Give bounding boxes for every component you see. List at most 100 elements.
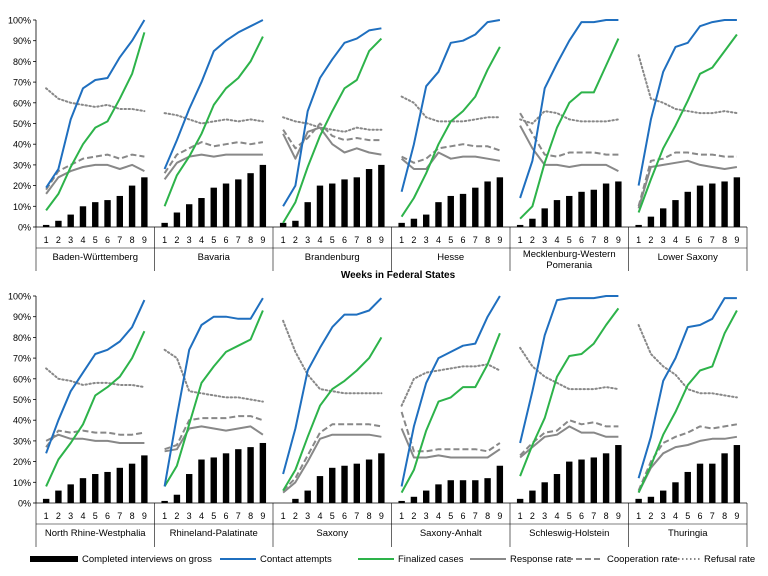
bar-completed-interviews [185,474,193,503]
bar-completed-interviews [79,206,87,227]
bar-completed-interviews [378,453,385,503]
bar-completed-interviews [55,490,62,503]
y-tick-label: 70% [13,354,31,364]
bar-completed-interviews [422,214,430,227]
bar-completed-interviews [529,490,536,503]
week-tick-label: 3 [305,511,310,521]
state-name-label: Thuringia [668,528,708,539]
y-tick-label: 10% [13,202,31,212]
line-finalized-cases [519,38,620,220]
line-contact-attempts [45,299,146,454]
bar-completed-interviews [161,222,168,227]
state-name-label: Rhineland-Palatinate [170,528,258,539]
line-cooperation-rate [519,419,619,457]
y-tick-label: 0% [18,499,31,509]
week-tick-label: 3 [542,511,547,521]
bar-completed-interviews [259,164,267,227]
y-tick-label: 20% [13,457,31,467]
line-refusal-rate [282,319,383,395]
panel-row-1: 0%10%20%30%40%50%60%70%80%90%100%1 2 3 4 5 6 7… [8,16,748,271]
line-cooperation-rate [45,429,145,448]
week-tick-label: 4 [673,511,678,521]
bar-completed-interviews [422,490,430,503]
week-tick-label: 3 [305,235,310,245]
bar-completed-interviews [235,179,242,227]
state-name-line: Mecklenburg-Western [523,249,616,260]
week-tick-label: 3 [542,235,547,245]
bar-completed-interviews [578,459,585,503]
line-contact-attempts [519,295,619,444]
bar-completed-interviews [42,224,50,227]
line-finalized-cases [282,37,383,224]
line-response-rate [400,428,501,459]
week-tick-label: 5 [211,511,216,521]
legend-label: Refusal rate [704,554,755,565]
bar-completed-interviews [235,449,242,503]
bar-completed-interviews [602,183,610,227]
week-tick-label: 9 [497,511,502,521]
bar-completed-interviews [173,494,181,503]
bar-completed-interviews [92,474,99,503]
bar-completed-interviews [484,478,491,503]
week-tick-label: 5 [448,235,453,245]
line-contact-attempts [400,19,501,193]
week-tick-label: 5 [93,235,98,245]
week-tick-label: 8 [485,511,490,521]
bar-completed-interviews [635,224,642,227]
y-tick-label: 30% [13,436,31,446]
state-name-label: Baden-Württemberg [52,252,138,263]
line-refusal-rate [163,112,264,125]
week-tick-label: 6 [461,235,466,245]
week-tick-label: 5 [685,511,690,521]
bar-completed-interviews [141,177,148,227]
line-finalized-cases [282,336,383,492]
bar-completed-interviews [185,204,193,227]
y-tick-label: 50% [13,119,31,129]
bar-completed-interviews [247,447,254,503]
week-tick-label: 3 [424,235,429,245]
week-tick-label: 3 [187,511,192,521]
legend-item: Completed interviews on gross [30,554,212,565]
bar-completed-interviews [316,185,324,227]
line-contact-attempts [637,297,737,479]
line-refusal-rate [637,54,738,115]
week-tick-label: 2 [293,235,298,245]
bar-completed-interviews [210,187,217,227]
week-tick-label: 9 [734,235,739,245]
week-tick-label: 7 [473,511,478,521]
state-name-label: Brandenburg [305,252,360,263]
legend-item: Response rate [470,554,572,565]
week-tick-label: 6 [342,511,347,521]
bar-completed-interviews [398,500,405,503]
y-tick-label: 90% [13,36,31,46]
line-response-rate [45,163,145,195]
bar-completed-interviews [42,498,50,503]
bar-completed-interviews [353,463,361,503]
line-finalized-cases [400,332,501,494]
bar-completed-interviews [516,498,524,503]
bar-completed-interviews [316,476,324,503]
week-tick-label: 9 [260,235,265,245]
week-tick-label: 2 [648,511,653,521]
week-tick-label: 4 [317,511,322,521]
week-tick-label: 1 [44,511,49,521]
line-contact-attempts [519,19,619,199]
week-tick-label: 7 [710,235,715,245]
line-finalized-cases [637,310,738,494]
line-finalized-cases [637,33,738,213]
panel-lower-saxony: 1 2 3 4 5 6 7 8 9 Lower Saxony [635,19,748,271]
week-tick-label: 7 [591,235,596,245]
state-name-label: Schleswig-Holstein [529,528,609,539]
week-tick-label: 4 [436,235,441,245]
bar-completed-interviews [116,467,124,503]
bar-completed-interviews [210,457,217,503]
week-tick-label: 1 [399,511,404,521]
y-tick-label: 100% [8,292,31,302]
y-tick-label: 80% [13,57,31,67]
bar-completed-interviews [104,200,111,227]
y-tick-label: 50% [13,395,31,405]
state-name-line: Pomerania [546,260,593,271]
week-tick-label: 1 [518,235,523,245]
y-tick-label: 90% [13,312,31,322]
line-contact-attempts [282,27,382,207]
